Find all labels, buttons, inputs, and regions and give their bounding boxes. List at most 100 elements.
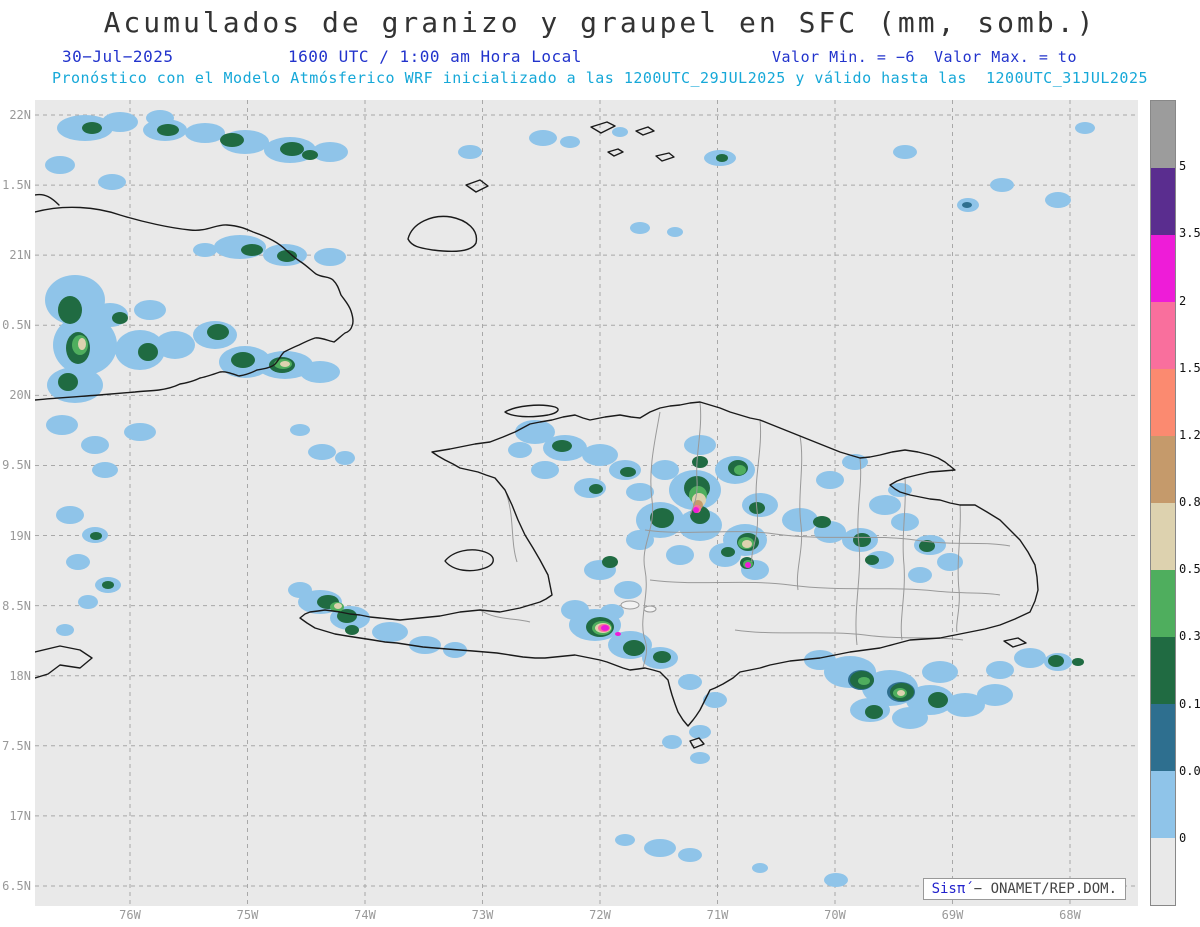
precip-cell-b <box>804 650 836 670</box>
precip-cell-b <box>56 624 74 636</box>
precip-cell-b <box>312 142 348 162</box>
precip-cell-g <box>552 440 572 452</box>
precip-cell-b <box>78 595 98 609</box>
y-axis-tick-label: 1.5N <box>2 178 31 193</box>
colorbar-tick-label: 0.8 <box>1179 495 1200 509</box>
precip-cell-g <box>112 312 128 324</box>
haiti-dr-border <box>642 411 661 669</box>
precip-cell-e <box>897 690 905 696</box>
precip-cell-b <box>612 127 628 137</box>
precip-cell-g <box>90 532 102 540</box>
precip-cell-b <box>185 123 225 143</box>
precip-cell-g <box>865 705 883 719</box>
precip-cell-b <box>752 863 768 873</box>
province-line <box>855 457 862 646</box>
precip-cell-g <box>865 555 879 565</box>
precip-cell-b <box>678 509 722 541</box>
precip-cell-g <box>1048 655 1064 667</box>
province-line <box>479 609 531 623</box>
province-line <box>956 504 961 633</box>
precip-cell-g <box>58 373 78 391</box>
model-description: Pronóstico con el Modelo Atmósferico WRF… <box>51 69 1149 87</box>
precip-cell-b <box>124 423 156 441</box>
province-line <box>751 419 762 563</box>
precip-cell-g <box>302 150 318 160</box>
precip-cell-b <box>529 130 557 146</box>
precip-cell-g <box>220 133 244 147</box>
precip-cell-m <box>693 507 699 513</box>
precip-cell-b <box>986 661 1014 679</box>
province-line <box>644 529 1011 547</box>
precip-cell-b <box>1075 122 1095 134</box>
precip-cell-g <box>589 484 603 494</box>
precip-cell-b <box>662 735 682 749</box>
province-line <box>689 401 702 516</box>
colorbar-tick-label: 0.05 <box>1179 763 1200 778</box>
precip-cell-g <box>277 250 297 262</box>
x-axis-tick-label: 74W <box>354 908 376 922</box>
saona-island <box>1003 637 1027 648</box>
colorbar-tick-label: 5 <box>1179 159 1187 174</box>
precip-cell-b <box>689 725 711 739</box>
precip-cell-g <box>853 533 871 547</box>
precip-cell-b <box>908 567 932 583</box>
precip-cell-g <box>58 296 82 324</box>
precip-cell-b <box>1045 192 1071 208</box>
precip-cell-e <box>280 361 290 367</box>
colorbar-tick-label: 2 <box>1179 293 1187 308</box>
province-line <box>796 435 803 591</box>
precip-cell-b <box>335 451 355 465</box>
precip-cell-b <box>409 636 441 654</box>
precip-cell-g <box>919 540 935 552</box>
precip-cell-b <box>891 513 919 531</box>
precip-cell-g <box>241 244 263 256</box>
colorbar-tick-label: 0.1 <box>1179 696 1200 711</box>
precip-cell-g <box>157 124 179 136</box>
precip-cell-G <box>734 465 746 475</box>
precip-cell-b <box>134 300 166 320</box>
gonave-island <box>444 549 494 572</box>
cuba-coastline <box>34 206 354 401</box>
precip-cell-b <box>614 581 642 599</box>
credit-brand: Sisπ́ <box>931 881 966 897</box>
precip-cell-g <box>692 456 708 468</box>
precip-cell-c <box>962 202 972 208</box>
precip-cell-e <box>78 338 86 350</box>
colorbar-segment <box>1151 168 1175 235</box>
precip-cell-g <box>653 651 671 663</box>
precip-cell-g <box>102 581 114 589</box>
precip-cell-g <box>82 122 102 134</box>
colorbar-tick-label: 0.3 <box>1179 629 1200 644</box>
precip-cell-g <box>231 352 255 368</box>
precip-cell-b <box>824 873 848 887</box>
colorbar <box>1150 100 1176 906</box>
colorbar-tick-label: 1.2 <box>1179 427 1200 442</box>
precip-cell-b <box>684 435 716 455</box>
y-axis-tick-label: 20N <box>9 388 31 403</box>
x-axis-tick-label: 71W <box>706 908 729 922</box>
precip-cell-g <box>1072 658 1084 666</box>
hispaniola-coastline <box>299 401 1039 727</box>
precip-cell-b <box>644 839 676 857</box>
precip-cell-b <box>703 692 727 708</box>
precip-cell-g <box>602 556 618 568</box>
precip-cell-b <box>922 661 958 683</box>
gridlines <box>35 100 1138 906</box>
precip-cell-g <box>207 324 229 340</box>
precip-cell-b <box>45 156 75 174</box>
precip-cell-b <box>1014 648 1046 668</box>
precip-cell-b <box>630 222 650 234</box>
map-area: Sisπ́ − ONAMET/REP.DOM. <box>34 100 1138 906</box>
precip-cell-b <box>290 424 310 436</box>
precip-cell-b <box>56 506 84 524</box>
province-line <box>504 489 518 563</box>
colorbar-segment <box>1151 838 1175 905</box>
precip-cell-b <box>977 684 1013 706</box>
precip-cell-b <box>626 483 654 501</box>
precip-cell-b <box>937 553 963 571</box>
y-axis-tick-label: 9.5N <box>2 458 31 473</box>
precip-cell-g <box>620 467 636 477</box>
precip-cell-b <box>869 495 901 515</box>
precip-cell-g <box>280 142 304 156</box>
precip-cell-b <box>531 461 559 479</box>
